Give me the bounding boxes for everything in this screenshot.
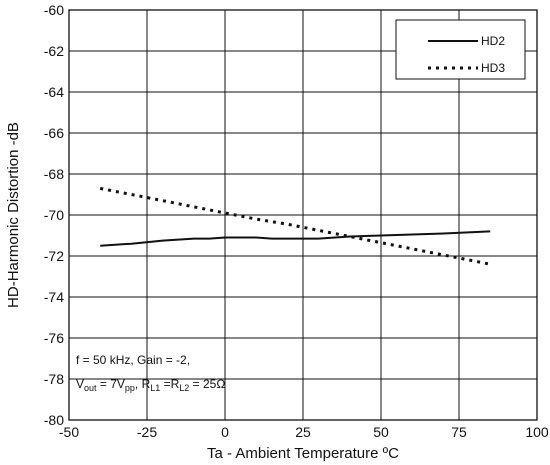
- x-tick-label: 25: [295, 424, 311, 440]
- x-tick-label: -50: [59, 424, 79, 440]
- note-r-eq: =R: [160, 377, 179, 391]
- note-v-main: V: [76, 377, 84, 391]
- legend-label-hd2: HD2: [481, 34, 505, 48]
- legend-box: [395, 19, 526, 80]
- series-line-hd2: [100, 230, 491, 247]
- x-tick-label: 100: [525, 424, 549, 440]
- y-tick-label: -74: [44, 289, 64, 305]
- note-pp-sub: pp: [125, 383, 135, 393]
- series-line-hd3: [99, 186, 491, 266]
- y-tick-label: -80: [44, 412, 64, 428]
- y-tick-label: -70: [44, 207, 64, 223]
- tick-labels: -50 -25 0 25 50 75 100 -60 -62 -64 -66 -68 -70 -72 -74…: [44, 2, 549, 440]
- x-tick-label: 75: [451, 424, 467, 440]
- y-tick-label: -78: [44, 371, 64, 387]
- y-axis-title: HD-Harmonic Distortion -dB: [5, 122, 22, 308]
- x-tick-label: 50: [373, 424, 389, 440]
- y-tick-label: -62: [44, 43, 64, 59]
- y-tick-label: -66: [44, 125, 64, 141]
- x-tick-label: -25: [137, 424, 157, 440]
- legend: HD2 HD3: [395, 19, 526, 80]
- y-tick-label: -64: [44, 84, 64, 100]
- y-tick-label: -68: [44, 166, 64, 182]
- note-r-value: = 25Ω: [189, 377, 225, 391]
- note-line-2: Vout = 7Vpp, RL1 =RL2 = 25Ω: [76, 377, 225, 393]
- note-v-sub: out: [84, 383, 97, 393]
- note-line-1: f = 50 kHz, Gain = -2,: [76, 353, 190, 367]
- note-rl2-sub: L2: [179, 383, 189, 393]
- plot-frame: [68, 9, 538, 421]
- test-conditions-note: f = 50 kHz, Gain = -2, Vout = 7Vpp, RL1 …: [76, 353, 225, 393]
- y-tick-label: -76: [44, 330, 64, 346]
- x-axis-title: Ta - Ambient Temperature ºC: [207, 445, 399, 462]
- note-rl1-sub: L1: [150, 383, 160, 393]
- x-tick-label: 0: [221, 424, 229, 440]
- grid-lines: [69, 10, 537, 420]
- y-tick-label: -72: [44, 248, 64, 264]
- note-v-value: = 7V: [97, 377, 125, 391]
- legend-label-hd3: HD3: [481, 61, 505, 75]
- note-r-sep: , R: [135, 377, 151, 391]
- y-tick-label: -60: [44, 2, 64, 18]
- series-layer: [99, 186, 491, 266]
